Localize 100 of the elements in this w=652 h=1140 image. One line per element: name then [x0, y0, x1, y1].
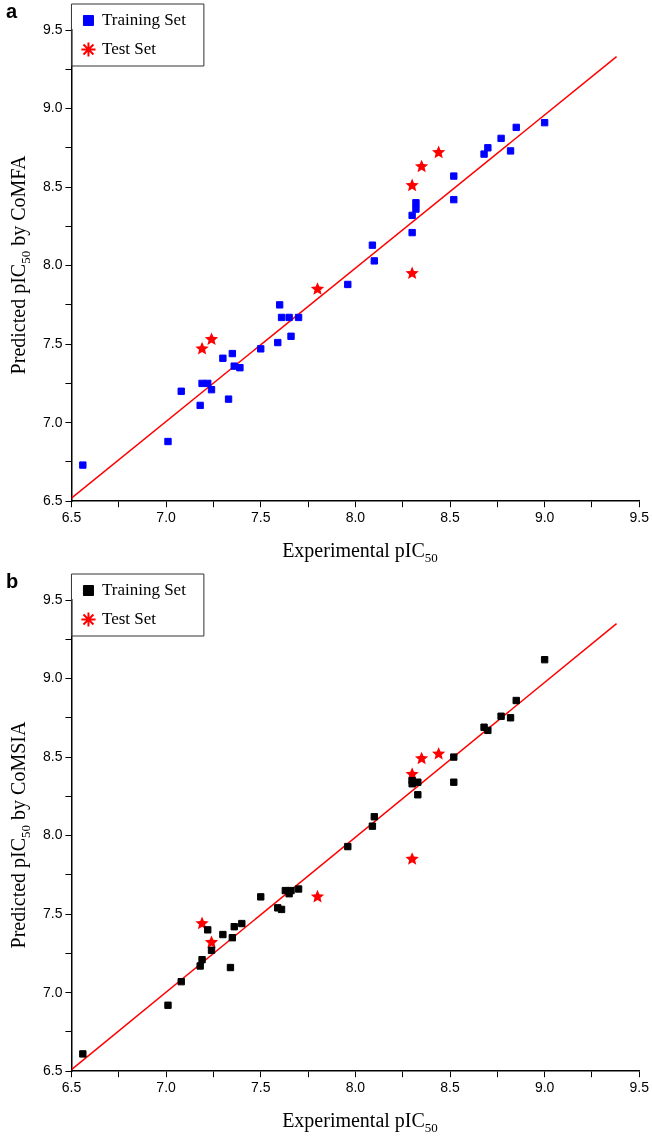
point	[497, 134, 505, 143]
point	[405, 178, 419, 192]
point	[196, 962, 204, 970]
point	[408, 228, 416, 237]
point	[219, 354, 227, 362]
point	[198, 956, 206, 964]
point	[204, 379, 212, 388]
point	[204, 935, 219, 949]
point	[204, 332, 219, 346]
point	[196, 401, 204, 410]
y-tick-label: 9.0	[42, 99, 63, 116]
legend-label: Test Set	[101, 608, 157, 628]
point	[412, 205, 420, 213]
legend-label: Training Set	[101, 9, 187, 29]
x-axis-title: Experimental pIC$_{50}$	[281, 539, 439, 566]
point	[228, 934, 237, 942]
point	[287, 886, 295, 895]
point	[195, 916, 209, 930]
x-tick-label: 7.5	[251, 1079, 271, 1096]
point	[368, 822, 377, 830]
y-tick-label: 7.5	[42, 904, 63, 921]
point	[230, 362, 238, 370]
chart-title: b	[6, 570, 19, 593]
point	[414, 159, 429, 173]
point	[506, 147, 515, 155]
point	[294, 313, 303, 322]
point	[480, 150, 488, 158]
point	[287, 332, 295, 340]
x-tick-label: 8.0	[345, 1079, 366, 1096]
point	[412, 199, 420, 207]
y-tick-label: 9.5	[42, 20, 63, 37]
point	[431, 746, 446, 760]
point	[177, 387, 185, 395]
point	[236, 364, 244, 372]
y-tick-label: 8.0	[42, 826, 63, 843]
point	[344, 280, 352, 289]
legend-label: Test Set	[101, 38, 157, 58]
chart-title: a	[6, 0, 18, 23]
x-tick-label: 6.5	[61, 509, 82, 526]
point	[195, 341, 209, 355]
point	[450, 172, 458, 180]
point	[164, 437, 172, 446]
y-tick-label: 7.5	[42, 334, 63, 351]
point	[540, 118, 549, 127]
point	[257, 345, 265, 353]
point	[450, 778, 458, 786]
x-tick-label: 8.0	[345, 509, 366, 526]
point	[512, 123, 520, 132]
point	[79, 1050, 87, 1058]
x-tick-label: 6.5	[61, 1079, 82, 1096]
point	[368, 241, 377, 249]
point	[370, 257, 378, 265]
y-tick-label: 9.0	[42, 669, 63, 686]
x-tick-label: 8.5	[440, 509, 460, 526]
point	[484, 726, 492, 735]
legend-label: Training Set	[101, 579, 187, 599]
x-tick-label: 9.0	[534, 1079, 555, 1096]
point	[238, 919, 246, 928]
point	[177, 977, 185, 986]
point	[310, 889, 325, 903]
point	[226, 963, 235, 972]
point	[450, 753, 458, 761]
x-tick-label: 9.0	[534, 509, 555, 526]
point	[207, 386, 216, 394]
point	[497, 712, 505, 720]
point	[506, 714, 515, 722]
x-tick-label: 8.5	[440, 1079, 460, 1096]
y-tick-label: 7.0	[42, 983, 63, 1000]
point	[207, 946, 216, 954]
point	[484, 144, 492, 152]
x-tick-label: 7.5	[251, 509, 271, 526]
point	[275, 301, 284, 309]
point	[257, 893, 265, 901]
point	[408, 211, 416, 220]
point	[414, 791, 422, 799]
point	[512, 696, 520, 705]
point	[414, 778, 422, 786]
point	[344, 842, 352, 851]
y-tick-label: 6.5	[42, 492, 63, 509]
point	[224, 395, 233, 403]
point	[370, 813, 378, 821]
point	[310, 282, 325, 295]
y-tick-label: 7.0	[42, 413, 63, 430]
point	[164, 1001, 172, 1009]
y-tick-label: 8.0	[42, 256, 63, 273]
x-tick-label: 7.0	[156, 509, 177, 526]
y-tick-label: 8.5	[42, 747, 63, 764]
point	[230, 923, 238, 931]
point	[294, 885, 303, 893]
x-tick-label: 9.5	[629, 509, 650, 526]
y-tick-label: 6.5	[42, 1062, 63, 1079]
point	[431, 145, 446, 159]
point	[277, 313, 286, 322]
x-tick-label: 9.5	[629, 1079, 650, 1096]
point	[79, 461, 87, 469]
point	[204, 926, 212, 934]
point	[274, 338, 282, 347]
point	[277, 905, 286, 914]
point	[405, 266, 419, 280]
point	[228, 349, 237, 358]
